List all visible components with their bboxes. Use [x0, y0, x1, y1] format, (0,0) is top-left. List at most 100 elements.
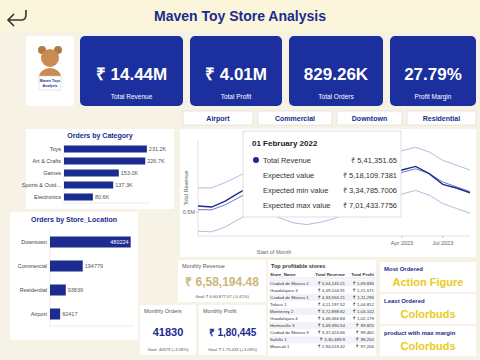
slicer-button[interactable]: [258, 111, 332, 125]
slicer-label: Downtown: [352, 115, 387, 122]
kpi-card: [390, 36, 476, 106]
table-cell: ₹ 4,11,197.52: [318, 302, 346, 307]
data-label: 80.6K: [95, 194, 110, 200]
table-stripe: [269, 322, 375, 329]
category-label: Toys: [50, 146, 62, 152]
goal-text: Goal: ₹ 6,60,877.07 (-0.41%): [195, 294, 249, 299]
bars: [64, 146, 147, 201]
table-cell: ₹ 3,48,466.84: [318, 316, 346, 321]
tooltip-value: ₹ 5,18,109.7381: [343, 171, 397, 180]
kpi-label: Profit Margin: [415, 93, 452, 101]
highlight-value: Colorbuds: [401, 308, 456, 320]
table-header: Store_Name: [270, 272, 296, 277]
y-tick-label: 0.5M: [183, 209, 196, 215]
category-label: Electronics: [34, 194, 61, 200]
logo: [38, 46, 62, 90]
bars: [50, 237, 131, 320]
x-tick: [402, 236, 403, 238]
table-cell: Guadalajara 3: [270, 288, 298, 293]
kpi-value: 829.26K: [304, 65, 369, 84]
goal-value: 41830: [153, 326, 184, 338]
category-label: Games: [43, 170, 61, 176]
category-label: Downtown: [21, 239, 47, 245]
table-cell: Ciudad de Mexico 2: [270, 281, 309, 286]
table-cell: ₹ 1,04,812: [353, 302, 375, 307]
table-cell: ₹ 1,21,571: [353, 288, 375, 293]
category-label: Art & Crafts: [33, 158, 62, 164]
kpi-card: [190, 36, 282, 106]
goal-title: Monthly Revenue: [182, 263, 225, 269]
tooltip-date: 01 February 2022: [252, 139, 318, 148]
table-cell: ₹ 99,825: [356, 323, 374, 328]
data-label: 137.3K: [115, 182, 133, 188]
table-cell: ₹ 1,11,296: [353, 295, 375, 300]
kpi-card: [80, 36, 183, 106]
kpi-label: Total Revenue: [111, 93, 153, 100]
goal-value: ₹ 1,80,445: [209, 327, 257, 338]
table-cell: ₹ 98,252: [356, 337, 374, 342]
panel: [26, 129, 174, 209]
panel: [10, 212, 138, 340]
value-axis-line: [50, 326, 134, 327]
slicer-button[interactable]: [183, 111, 253, 125]
table-cell: ₹ 97,206: [356, 344, 374, 349]
table-cell: ₹ 5,54,145.21: [318, 281, 346, 286]
bar: [64, 170, 119, 177]
table-cell: ₹ 4,33,556.21: [318, 295, 346, 300]
tooltip-box: [243, 131, 401, 217]
table-title: Top profitable stores: [271, 263, 325, 269]
category-label: Airport: [31, 311, 48, 317]
header-bar: [0, 0, 480, 31]
goal-text: Goal: 40579 (+3.08%): [147, 347, 189, 352]
logo-text: Maven Toys: [40, 79, 60, 83]
back-arrow[interactable]: [8, 10, 26, 26]
data-label: 226.7K: [147, 158, 165, 164]
table-cell: Toluca 1: [270, 302, 287, 307]
tooltip-label: Expected value: [263, 171, 314, 180]
goal-title: Monthly Orders: [144, 308, 182, 314]
goal-title: Monthly Profit: [203, 308, 237, 314]
table-panel: [268, 260, 376, 356]
data-label: 60417: [62, 311, 77, 317]
slicer-button[interactable]: [407, 111, 476, 125]
table-cell: ₹ 3,49,390.54: [318, 323, 346, 328]
y-axis-title: Total Revenue: [183, 170, 189, 205]
table-cell: Saltillo 1: [270, 337, 287, 342]
kpi-value: ₹ 4.01M: [205, 65, 267, 84]
slicer-label: Residential: [423, 115, 460, 122]
value-axis-line: [64, 203, 150, 204]
tooltip-label: Total Revenue: [263, 156, 311, 165]
bar: [50, 285, 66, 296]
highlight-value: Colorbuds: [401, 340, 456, 352]
panel: [180, 129, 476, 257]
category-label: Commercial: [18, 263, 47, 269]
table-cell: Hermosillo 3: [270, 323, 295, 328]
kpi-label: Total Profit: [221, 93, 252, 100]
slicer-button[interactable]: [337, 111, 402, 125]
table-stripe: [269, 280, 375, 287]
background: [0, 0, 480, 360]
goal-card: [199, 305, 266, 355]
table-stripe: [269, 294, 375, 301]
data-label: 480224: [110, 239, 128, 245]
table-header: Total Revenue: [315, 272, 345, 277]
tooltip-label: Expected min value: [263, 186, 328, 195]
table-cell: ₹ 1,69,836: [353, 281, 375, 286]
category-label: Sports & Outd...: [22, 182, 62, 188]
table-cell: ₹ 3,72,898.82: [318, 309, 346, 314]
tooltip-value: ₹ 3,34,785.7006: [343, 186, 397, 195]
highlight-card: [380, 294, 476, 324]
data-label: 194779: [85, 263, 103, 269]
bear-head: [41, 49, 59, 67]
tooltip-value: ₹ 7,01,433.7756: [343, 201, 397, 210]
kpi-card: [289, 36, 383, 106]
table-cell: ₹ 1,04,102: [353, 309, 375, 314]
slicer-label: Airport: [206, 115, 230, 123]
highlight-value: Action Figure: [393, 276, 464, 288]
tooltip-dot: [253, 157, 259, 163]
highlight-card: [380, 326, 476, 356]
table-cell: ₹ 3,37,424.66: [318, 330, 346, 335]
table-stripe: [269, 336, 375, 343]
goal-card: [178, 260, 266, 302]
data-label: 153.0K: [121, 170, 139, 176]
